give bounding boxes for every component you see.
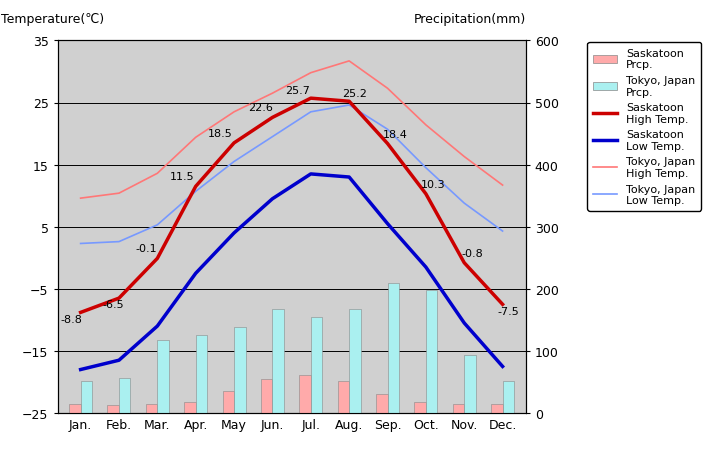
Bar (146, 404, 158, 413)
Bar (414, 402, 426, 413)
Bar (107, 405, 119, 413)
Bar (69, 404, 81, 413)
Text: -6.5: -6.5 (102, 300, 124, 310)
Bar (81, 381, 92, 413)
Bar (300, 375, 311, 413)
Bar (234, 328, 246, 413)
Text: -7.5: -7.5 (498, 306, 519, 316)
Bar (119, 378, 130, 413)
Text: 10.3: 10.3 (421, 179, 446, 190)
Bar (376, 395, 387, 413)
Text: -0.8: -0.8 (461, 248, 483, 258)
Bar (426, 291, 437, 413)
Bar (491, 404, 503, 413)
Bar (311, 318, 323, 413)
Bar (503, 381, 514, 413)
Bar (272, 309, 284, 413)
Bar (387, 283, 399, 413)
Text: 11.5: 11.5 (170, 172, 194, 182)
Bar (453, 404, 464, 413)
Text: 25.2: 25.2 (343, 89, 367, 99)
Bar (338, 381, 349, 413)
Text: Temperature(℃): Temperature(℃) (1, 13, 104, 27)
Text: 25.7: 25.7 (285, 86, 310, 96)
Bar (261, 379, 272, 413)
Bar (349, 309, 361, 413)
Text: -0.1: -0.1 (135, 244, 157, 254)
Text: -8.8: -8.8 (60, 314, 82, 324)
Bar (158, 341, 169, 413)
Bar (464, 355, 476, 413)
Bar (184, 402, 196, 413)
Text: 18.5: 18.5 (208, 129, 233, 139)
Bar (196, 336, 207, 413)
Bar (222, 391, 234, 413)
Legend: Saskatoon
Prcp., Tokyo, Japan
Prcp., Saskatoon
High Temp., Saskatoon
Low Temp., : Saskatoon Prcp., Tokyo, Japan Prcp., Sas… (588, 43, 701, 211)
Text: 22.6: 22.6 (248, 103, 274, 113)
Text: Precipitation(mm): Precipitation(mm) (413, 13, 526, 27)
Text: 18.4: 18.4 (383, 129, 408, 139)
